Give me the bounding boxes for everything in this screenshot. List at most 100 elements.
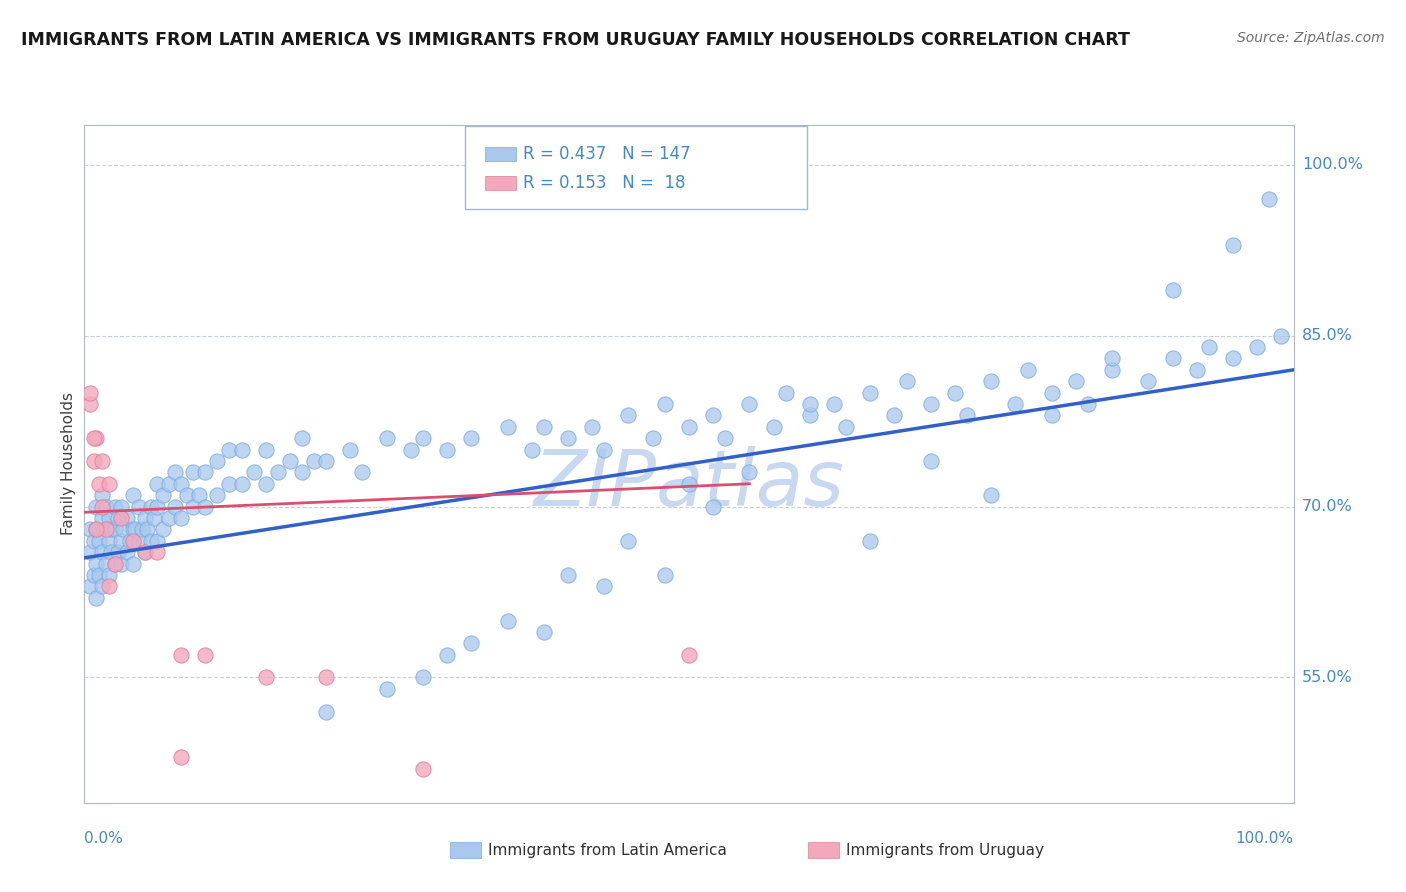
Point [1040, 385, 1063, 400]
Point [315, 670, 337, 684]
Point [112, 522, 135, 536]
Point [436, 648, 458, 662]
Point [194, 500, 217, 514]
Point [859, 385, 882, 400]
Point [218, 476, 240, 491]
Text: R = 0.153   N =  18: R = 0.153 N = 18 [523, 174, 686, 192]
Point [97, 533, 120, 548]
Point [714, 431, 737, 445]
Point [231, 442, 253, 457]
Point [581, 419, 603, 434]
Point [557, 568, 579, 582]
Point [375, 431, 398, 445]
Point [412, 670, 434, 684]
Point [91, 545, 114, 559]
Point [83, 533, 105, 548]
Point [94, 500, 117, 514]
Point [97, 568, 120, 582]
Point [79, 545, 101, 559]
Point [702, 409, 724, 423]
Point [678, 476, 700, 491]
Point [87, 476, 110, 491]
Text: Immigrants from Uruguay: Immigrants from Uruguay [846, 843, 1045, 857]
Point [291, 431, 314, 445]
Point [883, 409, 905, 423]
Point [170, 511, 193, 525]
Point [799, 409, 821, 423]
Point [97, 579, 120, 593]
Point [339, 442, 361, 457]
Point [181, 466, 204, 480]
Point [460, 636, 482, 650]
Point [593, 442, 616, 457]
Point [124, 522, 146, 536]
Point [1101, 351, 1123, 366]
Point [79, 522, 101, 536]
Point [79, 397, 101, 411]
Point [139, 500, 162, 514]
Point [79, 385, 101, 400]
Point [920, 454, 942, 468]
Point [104, 557, 127, 571]
Point [139, 533, 162, 548]
Point [533, 624, 555, 639]
Point [654, 568, 676, 582]
Text: 100.0%: 100.0% [1236, 830, 1294, 846]
Point [1222, 237, 1244, 252]
Point [91, 454, 114, 468]
Point [738, 466, 761, 480]
Point [641, 431, 664, 445]
Point [97, 476, 120, 491]
Point [83, 431, 105, 445]
Text: Immigrants from Latin America: Immigrants from Latin America [488, 843, 727, 857]
Point [762, 419, 785, 434]
Point [1198, 340, 1220, 354]
Point [956, 409, 979, 423]
Point [104, 500, 127, 514]
Point [738, 397, 761, 411]
Point [107, 511, 129, 525]
Point [134, 545, 156, 559]
Point [1077, 397, 1099, 411]
Point [399, 442, 422, 457]
Point [86, 500, 108, 514]
Text: 55.0%: 55.0% [1302, 670, 1353, 685]
Point [110, 557, 132, 571]
Point [896, 374, 918, 388]
Point [115, 511, 138, 525]
Point [115, 545, 138, 559]
Text: ZIPatlas: ZIPatlas [533, 446, 845, 522]
Point [100, 545, 122, 559]
Point [146, 476, 169, 491]
Point [533, 419, 555, 434]
Point [207, 454, 229, 468]
Point [242, 466, 264, 480]
Point [1161, 283, 1184, 297]
Point [1004, 397, 1026, 411]
Point [799, 397, 821, 411]
Point [1185, 363, 1208, 377]
Point [87, 533, 110, 548]
Point [91, 500, 114, 514]
Point [194, 466, 217, 480]
Point [218, 442, 240, 457]
Point [654, 397, 676, 411]
Point [91, 511, 114, 525]
Point [375, 681, 398, 696]
Text: 85.0%: 85.0% [1302, 328, 1353, 343]
Point [267, 466, 290, 480]
Point [146, 545, 169, 559]
Point [120, 533, 142, 548]
Point [980, 374, 1002, 388]
Point [1246, 340, 1268, 354]
Point [110, 511, 132, 525]
Point [121, 488, 143, 502]
Point [104, 557, 127, 571]
Point [980, 488, 1002, 502]
Point [128, 533, 150, 548]
Point [278, 454, 301, 468]
Point [1222, 351, 1244, 366]
Point [128, 500, 150, 514]
Point [100, 522, 122, 536]
Point [91, 488, 114, 502]
